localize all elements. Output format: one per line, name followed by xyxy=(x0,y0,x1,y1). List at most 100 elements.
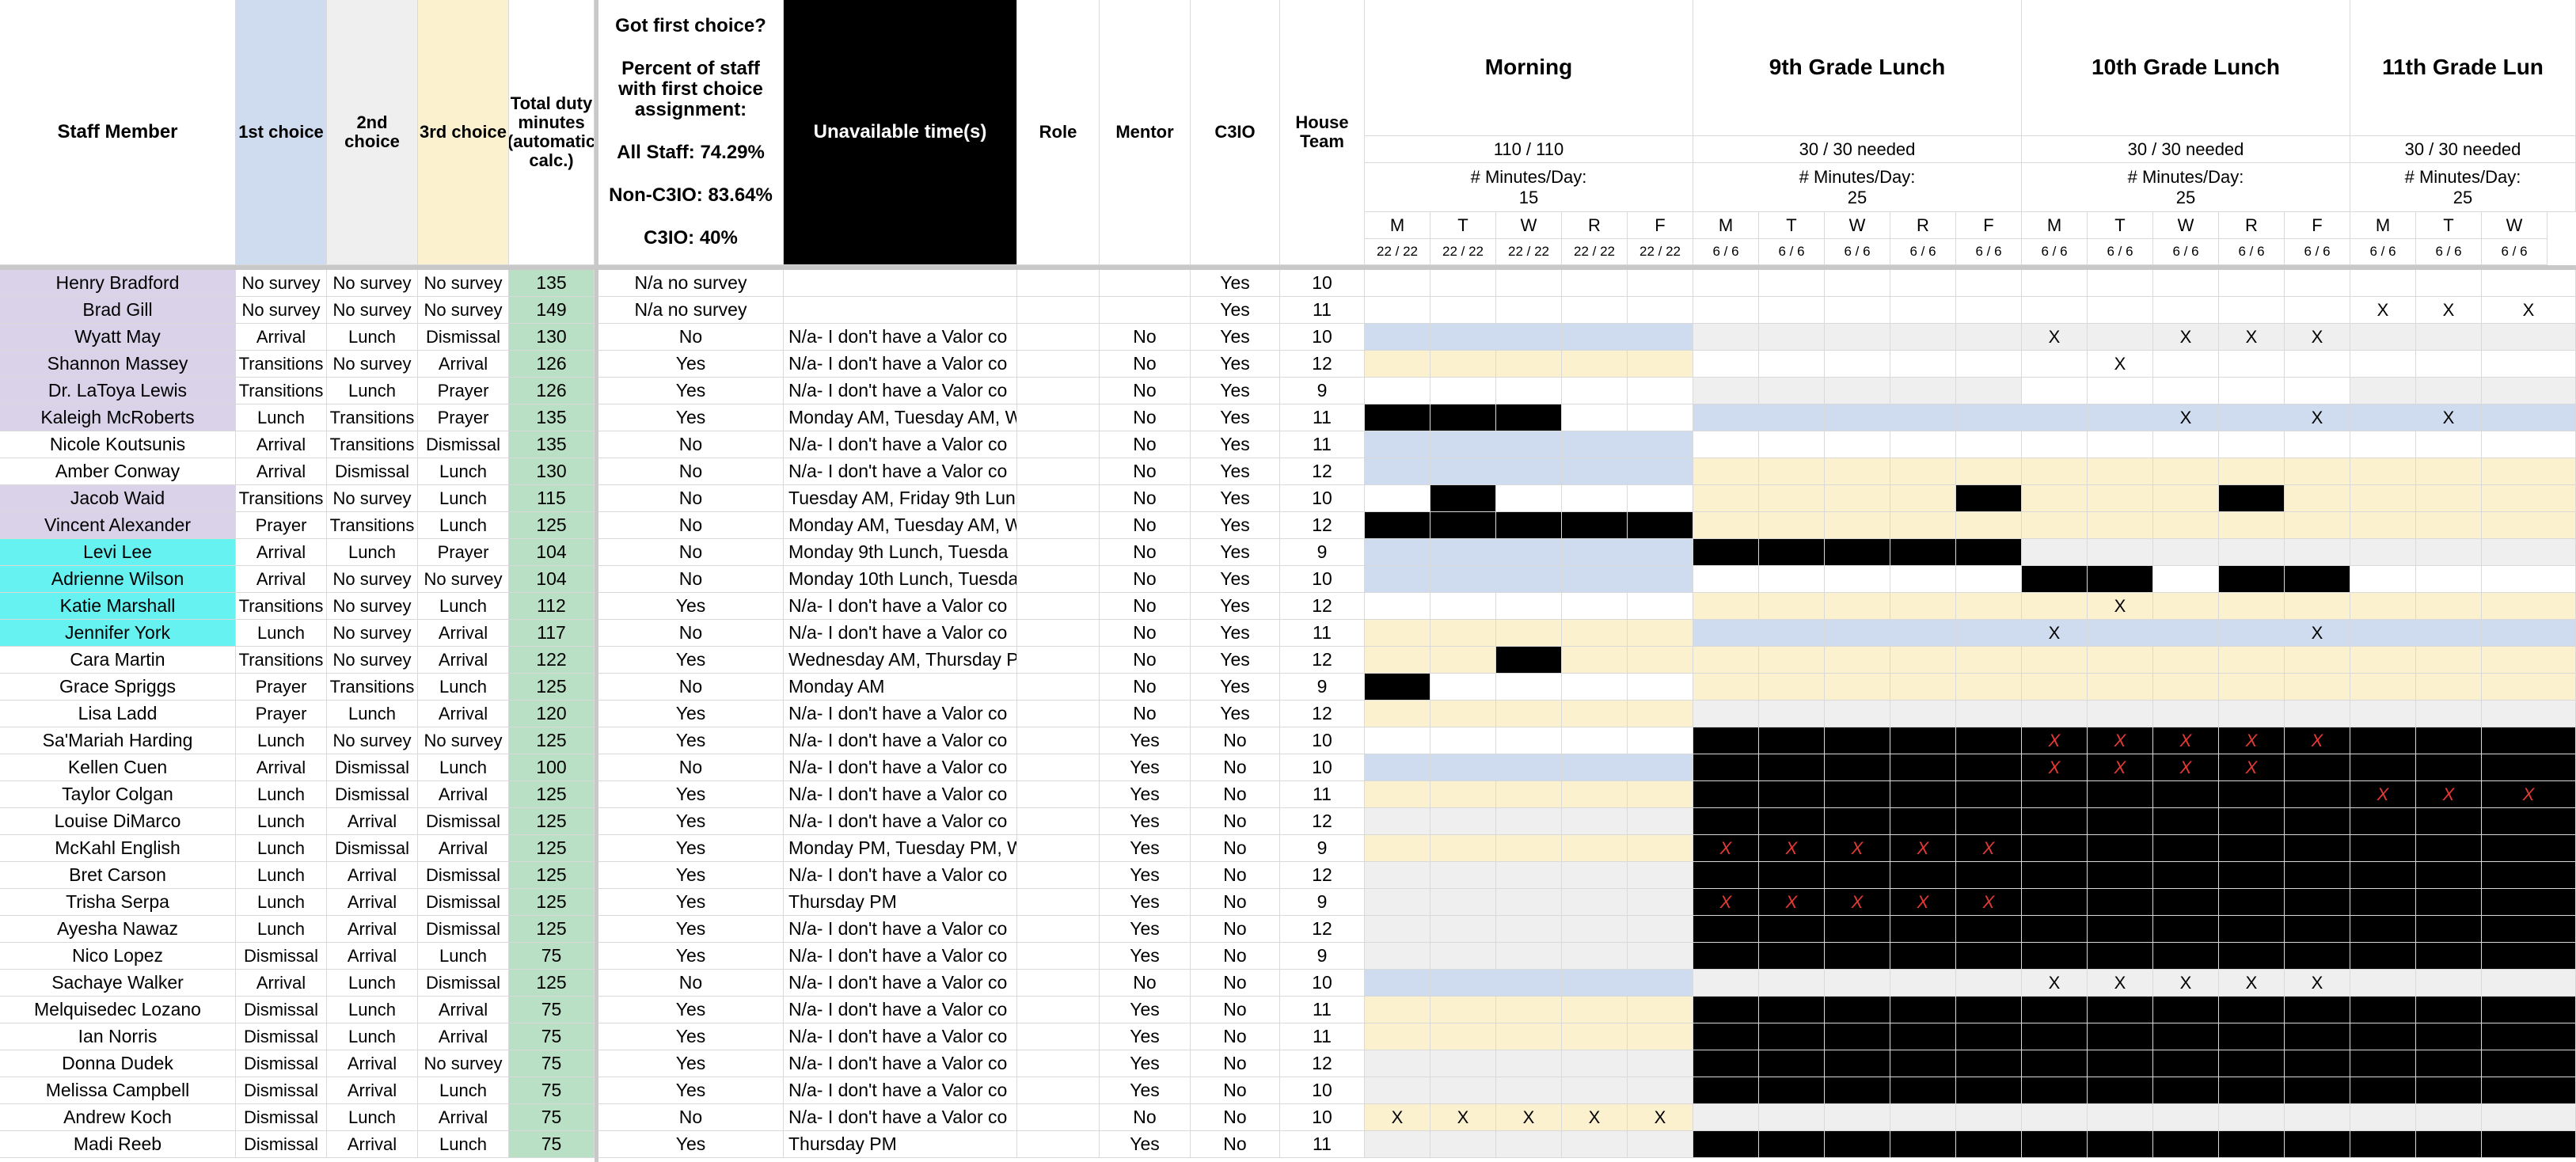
schedule-cell[interactable] xyxy=(1956,808,2022,835)
schedule-cell[interactable]: X xyxy=(1693,835,1759,862)
row-mentor[interactable] xyxy=(1100,297,1191,324)
schedule-cell[interactable] xyxy=(1693,727,1759,754)
schedule-cell[interactable] xyxy=(1365,862,1430,889)
schedule-cell[interactable] xyxy=(2088,674,2153,701)
row-un[interactable]: N/a- I don't have a Valor co xyxy=(784,593,1017,620)
row-c2[interactable]: Dismissal xyxy=(327,781,418,808)
row-name[interactable]: Adrienne Wilson xyxy=(0,566,236,593)
row-name[interactable]: Henry Bradford xyxy=(0,270,236,297)
schedule-cell[interactable] xyxy=(1825,378,1890,404)
schedule-cell[interactable] xyxy=(1430,674,1496,701)
row-team[interactable]: 9 xyxy=(1280,835,1365,862)
row-c1[interactable]: Dismissal xyxy=(236,1077,327,1104)
row-c3io[interactable]: Yes xyxy=(1191,351,1280,378)
row-c2[interactable]: No survey xyxy=(327,297,418,324)
row-mentor[interactable]: No xyxy=(1100,647,1191,674)
schedule-cell[interactable] xyxy=(2219,647,2285,674)
row-c1[interactable]: Transitions xyxy=(236,647,327,674)
schedule-cell[interactable] xyxy=(1759,458,1825,485)
schedule-cell[interactable] xyxy=(2350,808,2416,835)
schedule-cell[interactable]: X xyxy=(2219,970,2285,997)
schedule-cell[interactable] xyxy=(1759,431,1825,458)
day-count[interactable]: 6 / 6 xyxy=(2153,239,2219,265)
schedule-cell[interactable] xyxy=(1562,943,1628,970)
row-got[interactable]: Yes xyxy=(598,351,784,378)
schedule-cell[interactable] xyxy=(2088,647,2153,674)
schedule-cell[interactable] xyxy=(2350,270,2416,297)
row-role[interactable] xyxy=(1017,727,1100,754)
row-got[interactable]: Yes xyxy=(598,781,784,808)
schedule-cell[interactable] xyxy=(1825,647,1890,674)
row-team[interactable]: 11 xyxy=(1280,297,1365,324)
schedule-cell[interactable] xyxy=(1430,808,1496,835)
schedule-cell[interactable] xyxy=(2088,431,2153,458)
row-got[interactable]: No xyxy=(598,512,784,539)
day-count[interactable]: 22 / 22 xyxy=(1628,239,1693,265)
schedule-cell[interactable] xyxy=(1430,297,1496,324)
row-un[interactable]: N/a- I don't have a Valor co xyxy=(784,1050,1017,1077)
row-got[interactable]: No xyxy=(598,620,784,647)
row-c3io[interactable]: No xyxy=(1191,781,1280,808)
schedule-cell[interactable]: X xyxy=(2022,324,2088,351)
schedule-cell[interactable] xyxy=(1496,593,1562,620)
schedule-cell[interactable] xyxy=(2285,593,2350,620)
row-un[interactable]: N/a- I don't have a Valor co xyxy=(784,1104,1017,1131)
schedule-cell[interactable] xyxy=(2022,1131,2088,1158)
row-mentor[interactable]: Yes xyxy=(1100,889,1191,916)
row-c3[interactable]: Lunch xyxy=(418,458,509,485)
schedule-cell[interactable] xyxy=(2416,458,2482,485)
schedule-cell[interactable]: X xyxy=(2088,593,2153,620)
schedule-cell[interactable] xyxy=(2482,943,2576,970)
row-role[interactable] xyxy=(1017,1131,1100,1158)
schedule-cell[interactable] xyxy=(1759,404,1825,431)
schedule-cell[interactable] xyxy=(1890,647,1956,674)
group-title[interactable]: 11th Grade Lun xyxy=(2350,0,2576,136)
schedule-cell[interactable] xyxy=(2022,1050,2088,1077)
schedule-cell[interactable] xyxy=(1496,727,1562,754)
schedule-cell[interactable] xyxy=(2022,808,2088,835)
row-c2[interactable]: Arrival xyxy=(327,1050,418,1077)
row-c1[interactable]: No survey xyxy=(236,297,327,324)
schedule-cell[interactable]: X xyxy=(1890,835,1956,862)
schedule-cell[interactable] xyxy=(1562,324,1628,351)
schedule-cell[interactable] xyxy=(1956,727,2022,754)
schedule-cell[interactable] xyxy=(2219,808,2285,835)
schedule-cell[interactable] xyxy=(1496,404,1562,431)
row-c1[interactable]: Lunch xyxy=(236,835,327,862)
schedule-cell[interactable] xyxy=(1759,485,1825,512)
schedule-cell[interactable] xyxy=(2219,701,2285,727)
row-name[interactable]: McKahl English xyxy=(0,835,236,862)
schedule-cell[interactable] xyxy=(1430,404,1496,431)
schedule-cell[interactable] xyxy=(1825,808,1890,835)
row-c1[interactable]: Dismissal xyxy=(236,1050,327,1077)
day-header[interactable]: M xyxy=(1693,212,1759,239)
schedule-cell[interactable] xyxy=(1430,1050,1496,1077)
row-un[interactable]: N/a- I don't have a Valor co xyxy=(784,727,1017,754)
schedule-cell[interactable] xyxy=(2219,835,2285,862)
row-role[interactable] xyxy=(1017,1104,1100,1131)
group-minutes[interactable]: # Minutes/Day: 15 xyxy=(1365,163,1693,212)
schedule-cell[interactable] xyxy=(1496,808,1562,835)
row-c1[interactable]: Dismissal xyxy=(236,1023,327,1050)
schedule-cell[interactable] xyxy=(1562,727,1628,754)
schedule-cell[interactable] xyxy=(1956,566,2022,593)
schedule-cell[interactable] xyxy=(1693,1023,1759,1050)
row-c3[interactable]: Lunch xyxy=(418,943,509,970)
day-count[interactable]: 6 / 6 xyxy=(1693,239,1759,265)
schedule-cell[interactable] xyxy=(1693,458,1759,485)
row-mentor[interactable]: No xyxy=(1100,351,1191,378)
row-c2[interactable]: Transitions xyxy=(327,431,418,458)
schedule-cell[interactable]: X xyxy=(1693,889,1759,916)
schedule-cell[interactable]: X xyxy=(2022,754,2088,781)
schedule-cell[interactable] xyxy=(1365,943,1430,970)
schedule-cell[interactable] xyxy=(1628,566,1693,593)
row-tot[interactable]: 125 xyxy=(509,862,595,889)
schedule-cell[interactable] xyxy=(1825,297,1890,324)
schedule-cell[interactable] xyxy=(1890,351,1956,378)
schedule-cell[interactable] xyxy=(2482,889,2576,916)
schedule-cell[interactable] xyxy=(1759,324,1825,351)
schedule-cell[interactable] xyxy=(2416,539,2482,566)
row-c3io[interactable]: No xyxy=(1191,1104,1280,1131)
schedule-cell[interactable] xyxy=(2153,620,2219,647)
row-tot[interactable]: 100 xyxy=(509,754,595,781)
